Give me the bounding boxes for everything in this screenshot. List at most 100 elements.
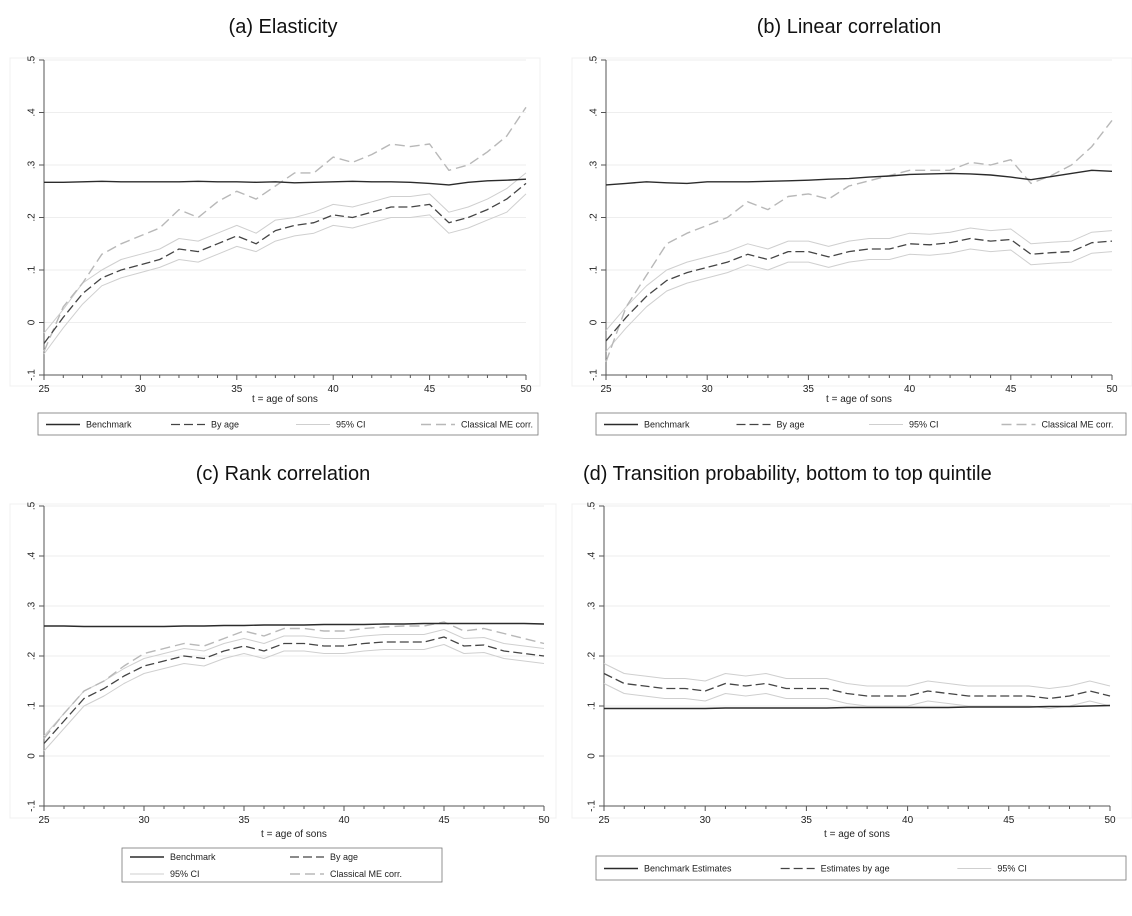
x-tick-label: 45 xyxy=(1003,815,1015,826)
chart-panel-1: -.1 0 .1 .2 .3 .4 .5 25 30 35 40 45 50 t = age of son… xyxy=(571,55,1132,436)
x-tick-label: 25 xyxy=(38,815,50,826)
series-line-classical xyxy=(43,106,527,352)
panel-frame xyxy=(9,57,541,387)
y-tick-label: .5 xyxy=(27,501,38,510)
y-tick-label: .4 xyxy=(587,551,598,560)
series-line-classical xyxy=(43,621,545,739)
y-tick-label: .4 xyxy=(589,108,600,117)
x-tick-label: 35 xyxy=(803,384,815,395)
legend-label: 95% CI xyxy=(170,869,200,879)
legend-box xyxy=(595,855,1127,881)
series-line-by-age xyxy=(603,672,1111,700)
panel-title-b: (b) Linear correlation xyxy=(756,16,942,38)
x-tick-label: 35 xyxy=(238,815,250,826)
y-tick-label: .1 xyxy=(27,265,38,274)
x-tick-label: 50 xyxy=(1104,815,1116,826)
legend-label: 95% CI xyxy=(336,420,366,430)
y-tick-label: .3 xyxy=(27,160,38,169)
series-line-ci xyxy=(43,629,545,737)
y-tick-label: .2 xyxy=(589,213,600,222)
series-line-by-age xyxy=(43,182,527,344)
x-tick-label: 50 xyxy=(520,384,532,395)
legend-label: Benchmark Estimates xyxy=(644,864,732,874)
panel-frame xyxy=(571,57,1132,387)
y-tick-label: .3 xyxy=(27,601,38,610)
x-tick-label: 35 xyxy=(231,384,243,395)
x-tick-label: 40 xyxy=(904,384,916,395)
legend-box xyxy=(37,412,539,436)
series-line-ci xyxy=(605,248,1113,352)
legend-label: Benchmark xyxy=(86,420,132,430)
x-axis-label: t = age of sons xyxy=(824,829,890,840)
x-axis-label: t = age of sons xyxy=(826,394,892,405)
x-tick-label: 40 xyxy=(902,815,914,826)
y-tick-label: .4 xyxy=(27,108,38,117)
y-tick-label: .4 xyxy=(27,551,38,560)
y-tick-label: .2 xyxy=(27,213,38,222)
panel-title-d: (d) Transition probability, bottom to to… xyxy=(583,463,992,485)
panel-title-a: (a) Elasticity xyxy=(228,16,338,38)
series-line-ci xyxy=(603,663,1111,689)
x-tick-label: 30 xyxy=(700,815,712,826)
chart-panel-3: -.1 0 .1 .2 .3 .4 .5 25 30 35 40 45 50 t = age of son… xyxy=(571,501,1132,881)
x-tick-label: 40 xyxy=(328,384,340,395)
x-axis-label: t = age of sons xyxy=(252,394,318,405)
y-tick-label: .3 xyxy=(587,601,598,610)
legend-label: Estimates by age xyxy=(821,864,890,874)
panel-frame xyxy=(9,503,557,819)
y-tick-label: .3 xyxy=(589,160,600,169)
x-tick-label: 30 xyxy=(702,384,714,395)
x-tick-label: 45 xyxy=(424,384,436,395)
series-line-by-age xyxy=(43,636,545,744)
y-tick-label: .1 xyxy=(27,701,38,710)
chart-panel-2: -.1 0 .1 .2 .3 .4 .5 25 30 35 40 45 50 t = age of son… xyxy=(9,501,557,883)
x-tick-label: 25 xyxy=(600,384,612,395)
legend-label: Classical ME corr. xyxy=(1042,420,1114,430)
y-tick-label: -.1 xyxy=(27,369,38,381)
series-line-benchmark xyxy=(605,169,1113,186)
y-tick-label: .2 xyxy=(587,651,598,660)
series-line-benchmark xyxy=(44,178,527,186)
y-tick-label: .1 xyxy=(587,701,598,710)
legend-box xyxy=(121,847,443,883)
panel-frame xyxy=(571,503,1132,819)
y-tick-label: 0 xyxy=(27,319,38,325)
series-line-by-age xyxy=(605,237,1113,342)
series-line-benchmark xyxy=(604,704,1111,710)
y-tick-label: .5 xyxy=(27,55,38,64)
legend-label: Classical ME corr. xyxy=(461,420,533,430)
y-tick-label: 0 xyxy=(587,753,598,759)
y-tick-label: 0 xyxy=(27,753,38,759)
x-tick-label: 50 xyxy=(538,815,550,826)
series-line-ci xyxy=(43,644,545,752)
x-tick-label: 35 xyxy=(801,815,813,826)
y-tick-label: .5 xyxy=(589,55,600,64)
series-line-classical xyxy=(605,119,1113,363)
x-tick-label: 40 xyxy=(338,815,350,826)
series-line-ci xyxy=(43,172,527,334)
legend-label: By age xyxy=(330,852,358,862)
chart-panel-0: -.1 0 .1 .2 .3 .4 .5 25 30 35 40 45 50 t = age of son… xyxy=(9,55,541,436)
x-tick-label: 25 xyxy=(38,384,50,395)
panel-title-c: (c) Rank correlation xyxy=(195,463,371,485)
legend-label: Classical ME corr. xyxy=(330,869,402,879)
legend-box xyxy=(595,412,1127,436)
x-tick-label: 50 xyxy=(1106,384,1118,395)
series-line-ci xyxy=(603,683,1111,709)
y-tick-label: -.1 xyxy=(587,800,598,812)
x-axis-label: t = age of sons xyxy=(261,829,327,840)
y-tick-label: .1 xyxy=(589,265,600,274)
series-line-benchmark xyxy=(44,622,545,628)
y-tick-label: -.1 xyxy=(27,800,38,812)
x-tick-label: 30 xyxy=(135,384,147,395)
series-line-ci xyxy=(605,227,1113,331)
legend-label: 95% CI xyxy=(909,420,939,430)
legend-label: By age xyxy=(777,420,805,430)
y-tick-label: 0 xyxy=(589,319,600,325)
y-tick-label: .2 xyxy=(27,651,38,660)
legend-label: By age xyxy=(211,420,239,430)
y-tick-label: .5 xyxy=(587,501,598,510)
legend-label: Benchmark xyxy=(644,420,690,430)
legend-label: Benchmark xyxy=(170,852,216,862)
